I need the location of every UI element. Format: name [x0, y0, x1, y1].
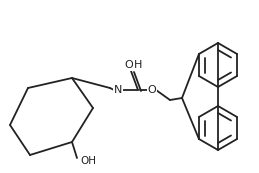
Text: N: N — [114, 85, 122, 95]
Text: O: O — [148, 85, 156, 95]
Text: H: H — [134, 60, 142, 70]
Text: O: O — [125, 60, 133, 70]
Text: OH: OH — [80, 156, 96, 166]
